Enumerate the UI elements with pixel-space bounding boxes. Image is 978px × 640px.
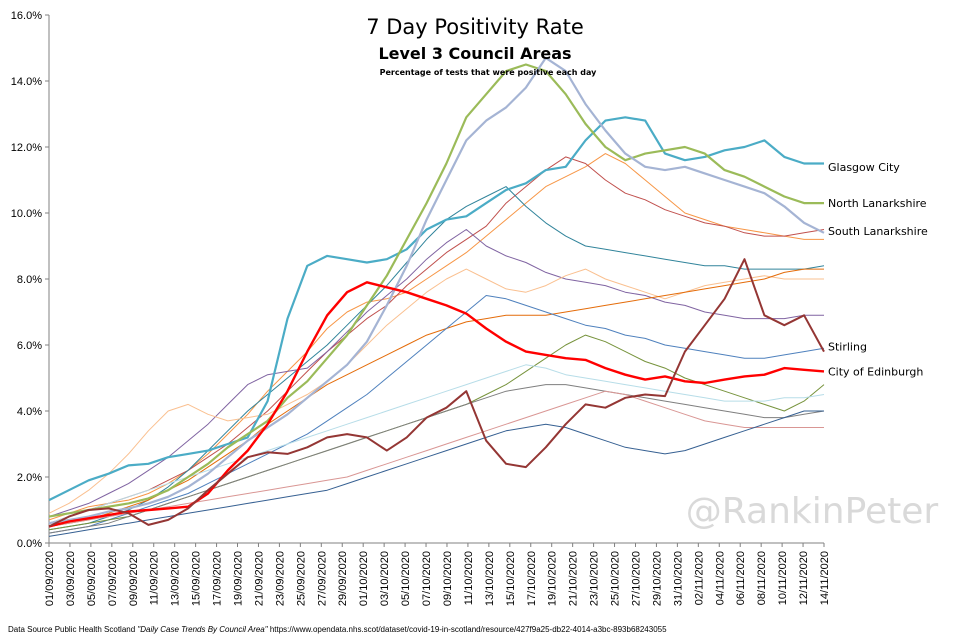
source-prefix: Data Source Public Health Scotland bbox=[8, 625, 136, 634]
x-tick-label: 31/10/2020 bbox=[672, 551, 684, 606]
y-tick-label: 16.0% bbox=[11, 10, 42, 22]
x-tick-label: 06/11/2020 bbox=[735, 551, 747, 605]
x-tick-label: 05/10/2020 bbox=[400, 551, 412, 606]
x-tick-label: 04/11/2020 bbox=[714, 551, 726, 605]
x-tick-label: 27/10/2020 bbox=[630, 551, 642, 606]
series-line-unlabeled-10 bbox=[48, 268, 824, 527]
x-tick-label: 29/10/2020 bbox=[651, 551, 663, 606]
x-tick-label: 17/09/2020 bbox=[212, 551, 224, 606]
series-label: North Lanarkshire bbox=[828, 197, 927, 210]
x-tick-label: 03/10/2020 bbox=[379, 551, 391, 606]
axes: 0.0% 2.0% 4.0% 6.0% 8.0% 10.0% 12.0% 14.0% 16.0%… bbox=[11, 10, 831, 606]
series-line-unlabeled-13 bbox=[48, 364, 825, 524]
x-tick-label: 13/10/2020 bbox=[484, 551, 496, 606]
x-tick-label: 07/09/2020 bbox=[107, 551, 119, 606]
x-tick-label: 19/09/2020 bbox=[233, 551, 245, 606]
x-tick-label: 11/10/2020 bbox=[463, 551, 475, 605]
y-tick-label: 10.0% bbox=[11, 208, 42, 220]
series-line-unlabeled-14 bbox=[48, 384, 825, 534]
x-tick-label: 01/10/2020 bbox=[358, 551, 370, 606]
x-tick-label: 23/09/2020 bbox=[274, 551, 286, 606]
x-tick-label: 12/11/2020 bbox=[798, 551, 810, 605]
x-tick-label: 13/09/2020 bbox=[170, 551, 182, 606]
series-line-unlabeled-9 bbox=[48, 268, 824, 514]
x-tick-label: 09/10/2020 bbox=[442, 551, 454, 606]
x-tick-label: 21/09/2020 bbox=[253, 551, 265, 606]
x-tick-label: 23/10/2020 bbox=[589, 551, 601, 606]
series-line-glasgow-city bbox=[48, 116, 824, 502]
x-tick-label: 05/09/2020 bbox=[86, 551, 98, 606]
series-lines bbox=[48, 56, 825, 537]
x-tick-label: 11/09/2020 bbox=[149, 551, 161, 605]
x-tick-label: 14/11/2020 bbox=[819, 551, 831, 605]
x-tick-label: 02/11/2020 bbox=[693, 551, 705, 605]
x-tick-label: 08/11/2020 bbox=[756, 551, 768, 605]
x-tick-label: 25/09/2020 bbox=[295, 551, 307, 606]
x-tick-label: 25/10/2020 bbox=[610, 551, 622, 606]
x-tick-label: 29/09/2020 bbox=[337, 551, 349, 606]
y-tick-label: 0.0% bbox=[17, 538, 42, 550]
series-line-city-of-edinburgh bbox=[48, 281, 825, 528]
x-tick-label: 15/09/2020 bbox=[191, 551, 203, 606]
chart-subtitle: Level 3 Council Areas bbox=[378, 44, 571, 63]
x-tick-label: 17/10/2020 bbox=[526, 551, 538, 606]
x-tick-label: 21/10/2020 bbox=[568, 551, 580, 606]
y-tick-label: 6.0% bbox=[17, 340, 42, 352]
y-tick-label: 4.0% bbox=[17, 406, 42, 418]
x-tick-label: 19/10/2020 bbox=[547, 551, 559, 606]
series-line-unlabeled-5 bbox=[48, 153, 824, 521]
series-line-unlabeled-15 bbox=[48, 390, 824, 527]
source-url: https://www.opendata.nhs.scot/dataset/co… bbox=[269, 625, 667, 634]
series-label: City of Edinburgh bbox=[828, 365, 923, 378]
y-tick-label: 12.0% bbox=[11, 142, 42, 154]
x-tick-label: 15/10/2020 bbox=[505, 551, 517, 606]
series-line-unlabeled-11 bbox=[48, 295, 825, 534]
series-line-north-lanarkshire bbox=[48, 63, 824, 518]
data-source-note: Data Source Public Health Scotland "Dail… bbox=[8, 625, 667, 634]
chart-title: 7 Day Positivity Rate bbox=[366, 15, 584, 39]
y-tick-label: 2.0% bbox=[17, 472, 42, 484]
series-line-stirling bbox=[48, 258, 825, 528]
series-label: Stirling bbox=[828, 341, 867, 354]
chart-caption: Percentage of tests that were positive e… bbox=[380, 68, 598, 77]
watermark: @RankinPeter bbox=[686, 491, 939, 532]
series-line-unlabeled-8 bbox=[48, 229, 824, 518]
x-tick-label: 07/10/2020 bbox=[421, 551, 433, 606]
x-tick-label: 09/09/2020 bbox=[128, 551, 140, 606]
series-line-south-lanarkshire bbox=[48, 56, 825, 525]
x-tick-label: 27/09/2020 bbox=[316, 551, 328, 606]
source-dataset-name: "Daily Case Trends By Council Area" bbox=[137, 625, 268, 634]
series-labels: Glasgow City North Lanarkshire South Lanar… bbox=[828, 161, 928, 379]
y-tick-label: 14.0% bbox=[11, 76, 42, 88]
series-line-unlabeled-6 bbox=[48, 156, 825, 524]
series-label: Glasgow City bbox=[828, 161, 900, 174]
x-tick-label: 10/11/2020 bbox=[777, 551, 789, 605]
series-label: South Lanarkshire bbox=[828, 225, 928, 238]
x-tick-label: 03/09/2020 bbox=[65, 551, 77, 606]
x-tick-label: 01/09/2020 bbox=[44, 551, 56, 606]
y-tick-label: 8.0% bbox=[17, 274, 42, 286]
series-line-unlabeled-7 bbox=[48, 186, 825, 531]
